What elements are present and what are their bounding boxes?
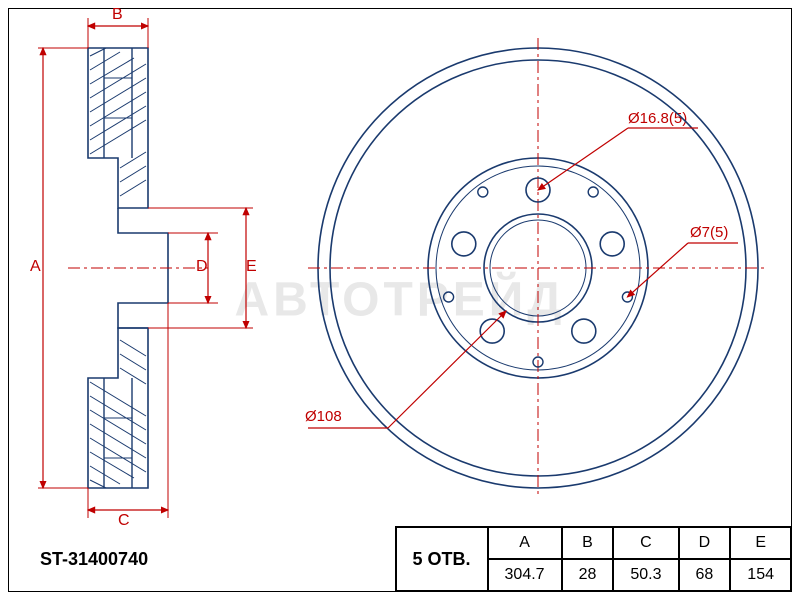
technical-drawing [8, 8, 792, 592]
side-section-view [38, 18, 253, 518]
front-view [308, 38, 768, 498]
